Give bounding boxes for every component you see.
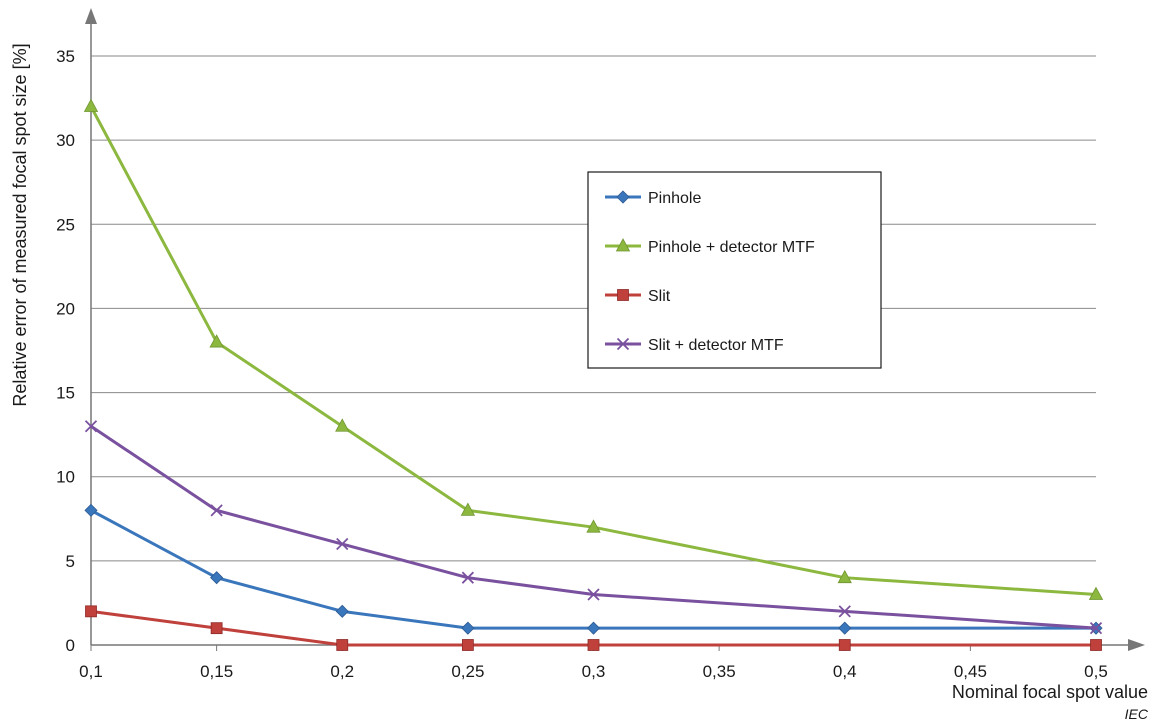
legend-swatch-marker — [616, 337, 630, 351]
x-tick-label: 0,1 — [79, 662, 103, 681]
data-point — [336, 639, 349, 651]
x-tick-label: 0,15 — [200, 662, 233, 681]
data-point — [461, 639, 474, 651]
data-point — [838, 621, 852, 635]
y-tick-label: 5 — [66, 552, 75, 571]
data-point — [210, 571, 224, 585]
data-point — [461, 621, 475, 635]
data-point — [83, 98, 99, 112]
y-tick-label: 35 — [56, 47, 75, 66]
series-pinhole-detector-mtf — [83, 98, 1104, 600]
legend-label: Pinhole — [648, 190, 701, 207]
data-point — [209, 334, 224, 348]
data-point — [1089, 622, 1103, 635]
y-tick-label: 15 — [56, 384, 75, 403]
legend-item: Slit + detector MTF — [605, 337, 784, 354]
x-tick-label: 0,3 — [582, 662, 606, 681]
legend-box — [587, 171, 882, 369]
data-point — [587, 639, 600, 651]
data-point — [461, 571, 475, 584]
legend-item: Slit — [605, 288, 671, 305]
y-axis-title: Relative error of measured focal spot si… — [10, 43, 30, 406]
legend-item: Pinhole — [605, 190, 701, 207]
data-point — [587, 588, 600, 601]
data-point — [85, 605, 97, 618]
y-tick-label: 30 — [56, 131, 75, 150]
data-point — [586, 621, 601, 635]
y-tick-label: 20 — [56, 299, 75, 318]
legend-item: Pinhole + detector MTF — [605, 238, 815, 256]
x-tick-label: 0,4 — [833, 662, 857, 681]
data-point — [1088, 586, 1104, 600]
data-point — [586, 519, 601, 533]
data-point — [210, 504, 223, 517]
y-tick-label: 10 — [56, 468, 75, 487]
legend-swatch-marker — [617, 289, 629, 301]
data-point — [210, 622, 223, 635]
x-tick-label: 0,5 — [1084, 662, 1108, 681]
legend-swatch-marker — [615, 238, 631, 252]
legend-swatch-marker — [616, 190, 630, 204]
y-tick-label: 0 — [66, 636, 75, 655]
x-tick-label: 0,25 — [451, 662, 484, 681]
y-tick-label: 25 — [56, 215, 75, 234]
legend-label: Pinhole + detector MTF — [648, 239, 815, 256]
y-axis-arrow — [85, 8, 97, 24]
series-slit-detector-mtf — [84, 420, 1103, 635]
data-point — [84, 503, 98, 517]
data-point — [335, 604, 349, 618]
series-slit — [85, 605, 1102, 651]
axes: 0 5 10 15 20 25 30 35 0,1 0,15 0,2 0,25 0,3 0,35 0,4 0,… — [56, 8, 1145, 681]
data-point — [837, 569, 852, 584]
data-point — [838, 639, 851, 651]
legend: Pinhole Pinhole + detector MTF Slit Slit + … — [587, 171, 882, 369]
x-tick-label: 0,35 — [703, 662, 736, 681]
x-axis-arrow — [1128, 639, 1145, 651]
data-point — [838, 605, 851, 618]
data-point — [460, 502, 476, 516]
legend-label: Slit + detector MTF — [648, 337, 784, 354]
data-point — [84, 420, 98, 433]
x-tick-label: 0,2 — [330, 662, 354, 681]
legend-label: Slit — [648, 288, 671, 305]
series-lines — [83, 98, 1104, 651]
source-mark: IEC — [1125, 706, 1149, 722]
x-axis-title: Nominal focal spot value — [952, 682, 1148, 702]
data-point — [335, 418, 350, 432]
data-point — [336, 537, 349, 551]
data-point — [1090, 639, 1102, 651]
x-tick-label: 0,45 — [954, 662, 987, 681]
